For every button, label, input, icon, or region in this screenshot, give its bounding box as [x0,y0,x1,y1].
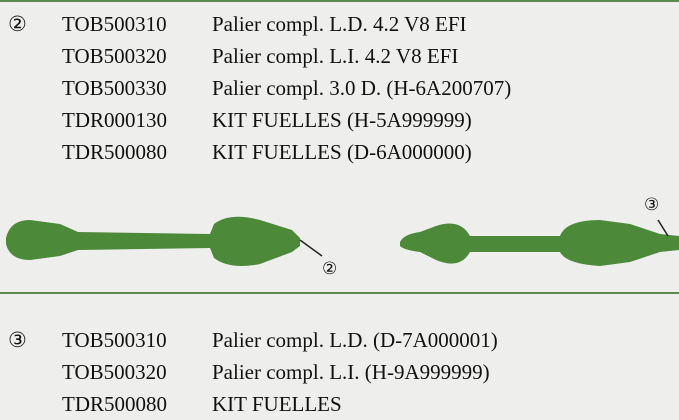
part-description: KIT FUELLES (H-5A999999) [212,108,472,132]
part-description: Palier compl. L.D. (D-7A000001) [212,328,498,352]
part-code: TDR500080 [62,392,167,416]
part-description: KIT FUELLES (D-6A000000) [212,140,472,164]
part-code: TOB500310 [62,12,167,36]
separator [0,292,679,294]
part-description: KIT FUELLES [212,392,342,416]
part-code: TOB500320 [62,44,167,68]
part-description: Palier compl. L.I. (H-9A999999) [212,360,490,384]
part-code: TOB500320 [62,360,167,384]
callout: ② [322,259,337,279]
callout: ③ [644,195,659,215]
marker: ③ [8,328,27,352]
drive-shaft-left [6,216,323,266]
part-code: TOB500330 [62,76,167,100]
part-code: TDR000130 [62,108,167,132]
part-description: Palier compl. 3.0 D. (H-6A200707) [212,76,512,100]
part-code: TOB500310 [62,328,167,352]
drive-shaft-right [400,219,679,266]
illustration: ②③ [6,195,679,279]
marker: ② [8,12,27,36]
part-code: TDR500080 [62,140,167,164]
part-description: Palier compl. L.I. 4.2 V8 EFI [212,44,459,68]
part-description: Palier compl. L.D. 4.2 V8 EFI [212,12,467,36]
